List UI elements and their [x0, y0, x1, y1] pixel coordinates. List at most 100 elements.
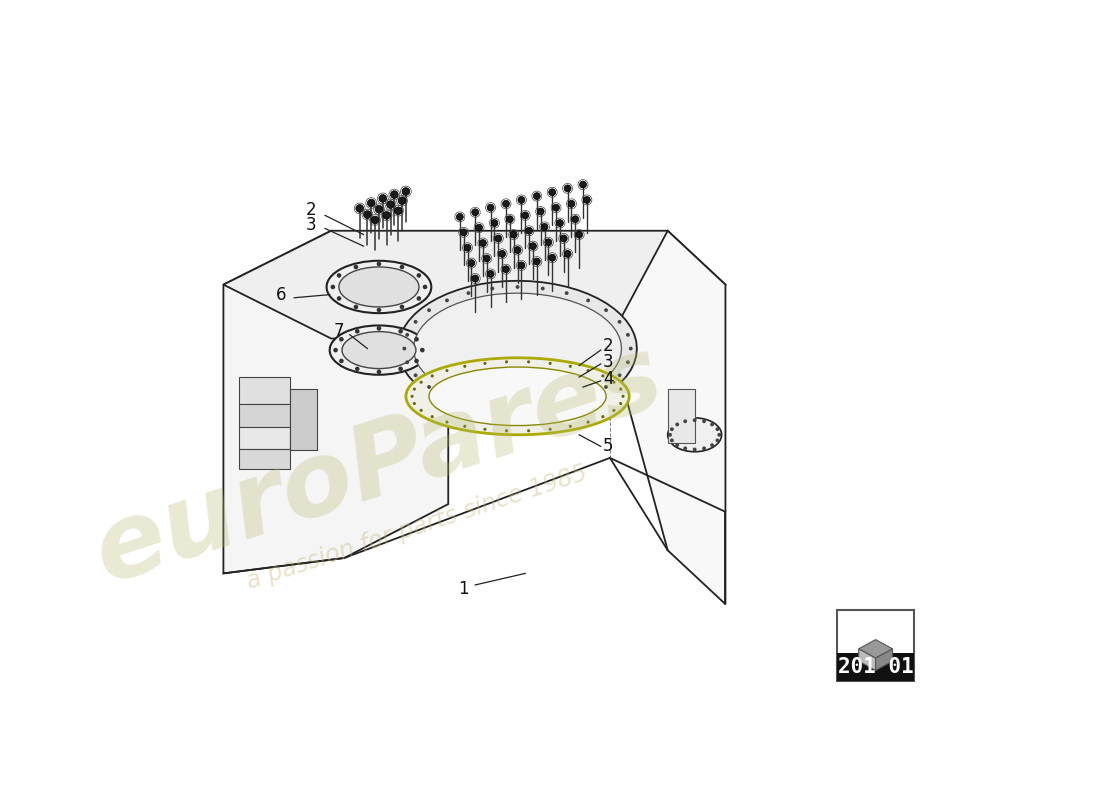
Circle shape [483, 255, 491, 262]
Circle shape [394, 207, 403, 214]
Circle shape [711, 422, 714, 426]
Polygon shape [239, 377, 290, 404]
Circle shape [419, 409, 422, 412]
Circle shape [376, 370, 382, 374]
Circle shape [702, 419, 706, 423]
Circle shape [375, 206, 383, 213]
Polygon shape [837, 610, 914, 682]
Circle shape [675, 422, 679, 426]
Circle shape [495, 235, 502, 242]
Circle shape [498, 250, 506, 258]
Circle shape [693, 447, 696, 451]
Circle shape [541, 223, 548, 230]
Polygon shape [239, 404, 290, 427]
Circle shape [506, 216, 514, 222]
Circle shape [534, 193, 540, 199]
Circle shape [372, 216, 378, 224]
Circle shape [629, 346, 632, 350]
Circle shape [675, 443, 679, 447]
Text: 3: 3 [306, 216, 317, 234]
Circle shape [431, 374, 433, 378]
Circle shape [487, 270, 494, 278]
Circle shape [466, 402, 471, 406]
Circle shape [419, 381, 422, 384]
Circle shape [564, 185, 571, 192]
Circle shape [398, 366, 403, 371]
Text: a passion for parts since 1985: a passion for parts since 1985 [244, 461, 591, 594]
Circle shape [516, 408, 519, 412]
Circle shape [464, 244, 471, 251]
Polygon shape [876, 649, 892, 670]
Circle shape [339, 337, 343, 342]
Circle shape [475, 224, 483, 231]
Circle shape [417, 296, 421, 301]
Circle shape [376, 326, 382, 330]
Ellipse shape [668, 418, 722, 452]
Circle shape [399, 265, 405, 270]
Circle shape [505, 360, 508, 363]
Circle shape [446, 421, 449, 423]
Circle shape [527, 360, 530, 363]
Circle shape [483, 428, 486, 430]
Text: 5: 5 [603, 438, 614, 455]
Circle shape [564, 250, 571, 258]
Circle shape [446, 369, 449, 372]
Ellipse shape [339, 267, 419, 307]
Ellipse shape [330, 326, 428, 374]
Circle shape [446, 394, 449, 398]
Circle shape [491, 406, 494, 410]
Ellipse shape [406, 358, 629, 435]
Text: 6: 6 [276, 286, 286, 304]
Circle shape [472, 209, 478, 216]
Polygon shape [239, 449, 290, 470]
Circle shape [619, 387, 623, 390]
Circle shape [572, 216, 579, 222]
Circle shape [378, 194, 387, 202]
Circle shape [580, 181, 586, 188]
Circle shape [390, 190, 398, 198]
Circle shape [460, 229, 467, 236]
Circle shape [586, 298, 590, 302]
Circle shape [405, 360, 409, 364]
Circle shape [549, 362, 552, 365]
Circle shape [621, 394, 625, 398]
Circle shape [405, 333, 409, 337]
Circle shape [427, 385, 431, 389]
Circle shape [367, 199, 375, 207]
Circle shape [510, 231, 517, 238]
Circle shape [569, 425, 572, 428]
Circle shape [564, 402, 569, 406]
Circle shape [331, 285, 335, 290]
Circle shape [414, 374, 418, 378]
Circle shape [376, 262, 382, 266]
Circle shape [617, 374, 621, 378]
Circle shape [422, 285, 427, 290]
Circle shape [339, 358, 343, 363]
Text: 7: 7 [333, 322, 344, 340]
Circle shape [670, 438, 674, 442]
Circle shape [668, 433, 672, 437]
Circle shape [549, 428, 552, 430]
Circle shape [537, 208, 544, 215]
Circle shape [715, 438, 719, 442]
Polygon shape [223, 230, 449, 574]
Circle shape [534, 258, 540, 265]
Polygon shape [290, 389, 318, 450]
Circle shape [626, 333, 630, 337]
Circle shape [717, 433, 722, 437]
Circle shape [412, 387, 416, 390]
Circle shape [410, 394, 414, 398]
Circle shape [487, 204, 494, 211]
Polygon shape [837, 654, 914, 682]
Circle shape [518, 197, 525, 203]
Circle shape [412, 402, 416, 405]
Polygon shape [609, 230, 726, 604]
Polygon shape [239, 427, 290, 449]
Circle shape [569, 365, 572, 368]
Circle shape [376, 308, 382, 312]
Circle shape [702, 446, 706, 450]
Text: 2: 2 [603, 338, 614, 355]
Circle shape [518, 262, 525, 269]
Text: 3: 3 [603, 353, 614, 370]
Text: 201 01: 201 01 [838, 658, 913, 678]
